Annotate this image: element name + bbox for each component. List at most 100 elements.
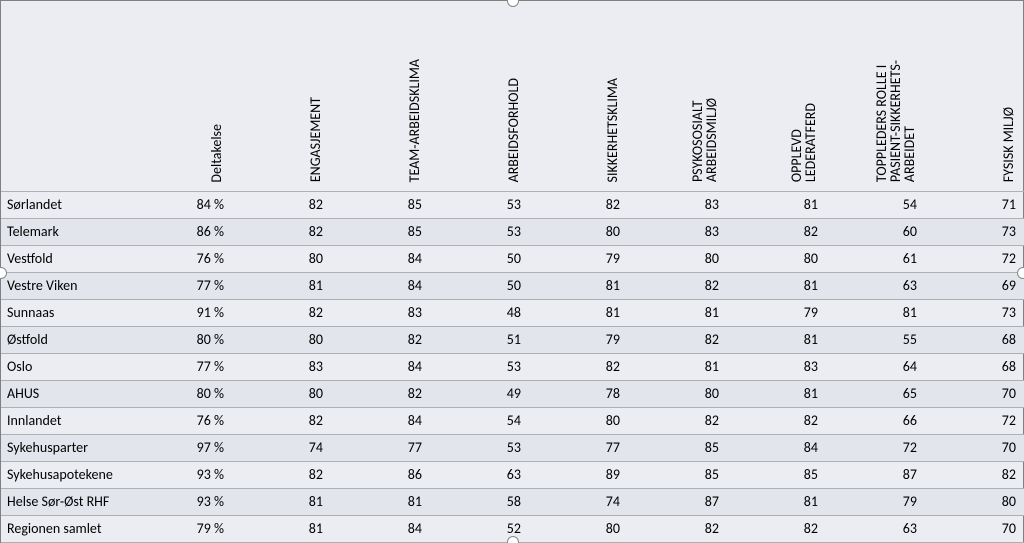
value-cell: 72 bbox=[824, 434, 923, 461]
value-cell: 80 bbox=[230, 245, 329, 272]
value-cell: 53 bbox=[428, 191, 527, 218]
value-cell: 83 bbox=[329, 299, 428, 326]
value-cell: 50 bbox=[428, 245, 527, 272]
value-cell: 91 % bbox=[131, 299, 230, 326]
row-name-cell: Telemark bbox=[1, 218, 131, 245]
value-cell: 81 bbox=[230, 488, 329, 515]
value-cell: 87 bbox=[824, 461, 923, 488]
value-cell: 83 bbox=[725, 353, 824, 380]
value-cell: 53 bbox=[428, 218, 527, 245]
value-cell: 82 bbox=[626, 326, 725, 353]
table-row: Sørlandet84 %828553828381547173 bbox=[1, 191, 1024, 218]
value-cell: 81 bbox=[527, 299, 626, 326]
value-cell: 82 bbox=[230, 407, 329, 434]
value-cell: 77 % bbox=[131, 272, 230, 299]
value-cell: 80 bbox=[230, 380, 329, 407]
value-cell: 63 bbox=[428, 461, 527, 488]
value-cell: 84 bbox=[329, 407, 428, 434]
value-cell: 48 bbox=[428, 299, 527, 326]
value-cell: 73 bbox=[923, 299, 1022, 326]
resize-handle-right[interactable] bbox=[1017, 267, 1024, 279]
value-cell: 82 bbox=[725, 218, 824, 245]
table-row: Telemark86 %828553808382607372 bbox=[1, 218, 1024, 245]
value-cell: 74 bbox=[230, 434, 329, 461]
value-cell: 63 bbox=[824, 515, 923, 542]
column-header-label: FYSISK MILJØ bbox=[1002, 107, 1016, 182]
value-cell: 84 bbox=[329, 353, 428, 380]
table-row: Østfold80 %808251798281556871 bbox=[1, 326, 1024, 353]
value-cell: 85 bbox=[626, 434, 725, 461]
value-cell: 82 bbox=[527, 353, 626, 380]
column-header: OPPLEVD LEDERATFERD bbox=[725, 1, 824, 191]
value-cell: 86 % bbox=[131, 218, 230, 245]
column-header-label: ARBEIDSFORHOLD bbox=[507, 78, 521, 182]
value-cell: 82 bbox=[230, 191, 329, 218]
value-cell: 82 bbox=[626, 272, 725, 299]
value-cell: 79 bbox=[725, 299, 824, 326]
value-cell: 93 % bbox=[131, 488, 230, 515]
row-name-cell: Sunnaas bbox=[1, 299, 131, 326]
table-row: Helse Sør-Øst RHF93 %818158748781798064 bbox=[1, 488, 1024, 515]
value-cell: 81 bbox=[725, 380, 824, 407]
value-cell: 50 bbox=[428, 272, 527, 299]
value-cell: 58 bbox=[428, 488, 527, 515]
table-header-row: Deltakelse ENGASJEMENT TEAM-ARBEIDSKLIMA… bbox=[1, 1, 1024, 191]
value-cell: 63 bbox=[824, 272, 923, 299]
value-cell: 93 % bbox=[131, 461, 230, 488]
row-name-cell: Innlandet bbox=[1, 407, 131, 434]
value-cell: 79 bbox=[824, 488, 923, 515]
column-header: SIKKERHETSKLIMA bbox=[527, 1, 626, 191]
resize-handle-bottom[interactable] bbox=[507, 536, 519, 543]
value-cell: 83 bbox=[626, 191, 725, 218]
value-cell: 85 bbox=[725, 461, 824, 488]
value-cell: 80 bbox=[626, 380, 725, 407]
value-cell: 82 bbox=[329, 380, 428, 407]
column-header: Deltakelse bbox=[131, 1, 230, 191]
value-cell: 87 bbox=[626, 488, 725, 515]
value-cell: 81 bbox=[230, 515, 329, 542]
value-cell: 79 bbox=[527, 245, 626, 272]
value-cell: 76 % bbox=[131, 407, 230, 434]
value-cell: 81 bbox=[230, 272, 329, 299]
value-cell: 73 bbox=[923, 218, 1022, 245]
row-name-cell: Sørlandet bbox=[1, 191, 131, 218]
value-cell: 64 bbox=[824, 353, 923, 380]
table-row: Sunnaas91 %828348818179817374 bbox=[1, 299, 1024, 326]
value-cell: 89 bbox=[527, 461, 626, 488]
value-cell: 80 % bbox=[131, 326, 230, 353]
row-name-cell: Vestfold bbox=[1, 245, 131, 272]
row-name-cell: Helse Sør-Øst RHF bbox=[1, 488, 131, 515]
table-selection-frame[interactable]: Deltakelse ENGASJEMENT TEAM-ARBEIDSKLIMA… bbox=[0, 0, 1024, 543]
value-cell: 74 bbox=[527, 488, 626, 515]
row-name-cell: Østfold bbox=[1, 326, 131, 353]
value-cell: 70 bbox=[923, 434, 1022, 461]
value-cell: 49 bbox=[428, 380, 527, 407]
value-cell: 60 bbox=[824, 218, 923, 245]
column-header-label: TOPPLEDERS ROLLE I PASIENT-SIKKERHETS- A… bbox=[875, 60, 917, 182]
row-name-cell: Sykehusparter bbox=[1, 434, 131, 461]
value-cell: 80 bbox=[923, 488, 1022, 515]
value-cell: 70 bbox=[923, 515, 1022, 542]
value-cell: 54 bbox=[428, 407, 527, 434]
value-cell: 51 bbox=[428, 326, 527, 353]
column-header-label: ENGASJEMENT bbox=[309, 97, 323, 182]
value-cell: 97 % bbox=[131, 434, 230, 461]
row-name-cell: Vestre Viken bbox=[1, 272, 131, 299]
column-header-label: SIKKERHETSKLIMA bbox=[606, 78, 620, 182]
value-cell: 80 bbox=[527, 407, 626, 434]
value-cell: 81 bbox=[626, 353, 725, 380]
value-cell: 77 bbox=[527, 434, 626, 461]
value-cell: 81 bbox=[725, 488, 824, 515]
value-cell: 84 bbox=[329, 272, 428, 299]
value-cell: 84 bbox=[725, 434, 824, 461]
value-cell: 68 bbox=[923, 326, 1022, 353]
value-cell: 72 bbox=[923, 245, 1022, 272]
value-cell: 81 bbox=[824, 299, 923, 326]
column-header: ENGASJEMENT bbox=[230, 1, 329, 191]
value-cell: 81 bbox=[725, 272, 824, 299]
value-cell: 81 bbox=[626, 299, 725, 326]
value-cell: 82 bbox=[329, 326, 428, 353]
column-header: TOPPLEDERS ROLLE I PASIENT-SIKKERHETS- A… bbox=[824, 1, 923, 191]
value-cell: 79 bbox=[527, 326, 626, 353]
value-cell: 65 bbox=[824, 380, 923, 407]
